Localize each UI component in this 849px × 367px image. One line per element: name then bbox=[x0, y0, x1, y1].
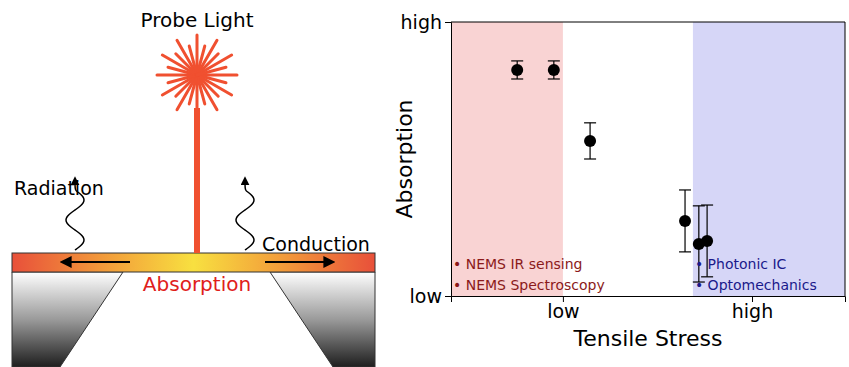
tick-label: low bbox=[410, 285, 442, 307]
tick-mark bbox=[445, 296, 451, 297]
tick: low bbox=[547, 296, 579, 322]
error-cap bbox=[548, 60, 560, 61]
light-beam bbox=[194, 108, 200, 253]
region-label: • NEMS Spectroscopy bbox=[453, 277, 605, 293]
radiation-label: Radiation bbox=[14, 177, 104, 199]
frame-top bbox=[451, 22, 845, 23]
absorption-label: Absorption bbox=[143, 272, 251, 296]
points bbox=[511, 61, 713, 282]
x-axis-title: Tensile Stress bbox=[572, 326, 722, 351]
conduction-label: Conduction bbox=[262, 233, 370, 255]
axis-line bbox=[452, 297, 846, 303]
tick: high bbox=[732, 296, 773, 322]
radiation-wave bbox=[236, 178, 254, 250]
light-ray bbox=[197, 75, 217, 110]
error-cap bbox=[679, 251, 691, 252]
tick: low bbox=[410, 285, 451, 307]
point bbox=[584, 135, 596, 147]
error-cap bbox=[511, 78, 523, 79]
light-ray bbox=[162, 75, 197, 95]
axis-line bbox=[445, 23, 452, 297]
shaded-region bbox=[693, 22, 845, 296]
shaded-region bbox=[451, 22, 563, 296]
light-ray bbox=[177, 40, 197, 75]
probe-label: Probe Light bbox=[141, 8, 254, 32]
tick-label: high bbox=[401, 11, 442, 33]
frame-right bbox=[845, 22, 846, 296]
canvas: Probe Light Radiation Conduction Absorption… bbox=[0, 0, 849, 367]
region-label: • Photonic IC bbox=[695, 256, 787, 272]
error-cap bbox=[679, 189, 691, 190]
tick: high bbox=[401, 11, 451, 33]
substrate-right bbox=[270, 272, 375, 367]
diagram: Probe Light Radiation Conduction Absorption bbox=[12, 8, 375, 367]
substrate-left bbox=[12, 272, 123, 367]
tick-mark bbox=[445, 22, 451, 23]
error-cap bbox=[511, 60, 523, 61]
tick-label: low bbox=[547, 300, 579, 322]
error-cap bbox=[548, 78, 560, 79]
region-label: • NEMS IR sensing bbox=[453, 256, 582, 272]
light-ray bbox=[197, 67, 226, 75]
chart: low high low high • NEMS IR sensing • NEMS Sp… bbox=[392, 11, 846, 351]
membrane bbox=[12, 253, 375, 272]
conduction-arrow bbox=[265, 261, 333, 263]
tick-label: high bbox=[732, 300, 773, 322]
point bbox=[548, 64, 560, 76]
x-axis: low high bbox=[452, 296, 846, 322]
error-cap bbox=[584, 158, 596, 159]
error-cap bbox=[701, 204, 713, 205]
point bbox=[679, 215, 691, 227]
shaded-regions bbox=[451, 22, 845, 296]
error-cap bbox=[584, 122, 596, 123]
point bbox=[701, 235, 713, 247]
conduction-arrow bbox=[62, 261, 130, 263]
y-axis-title: Absorption bbox=[392, 99, 417, 218]
light-ray bbox=[197, 55, 232, 75]
point bbox=[511, 64, 523, 76]
region-label: • Optomechanics bbox=[695, 277, 817, 293]
